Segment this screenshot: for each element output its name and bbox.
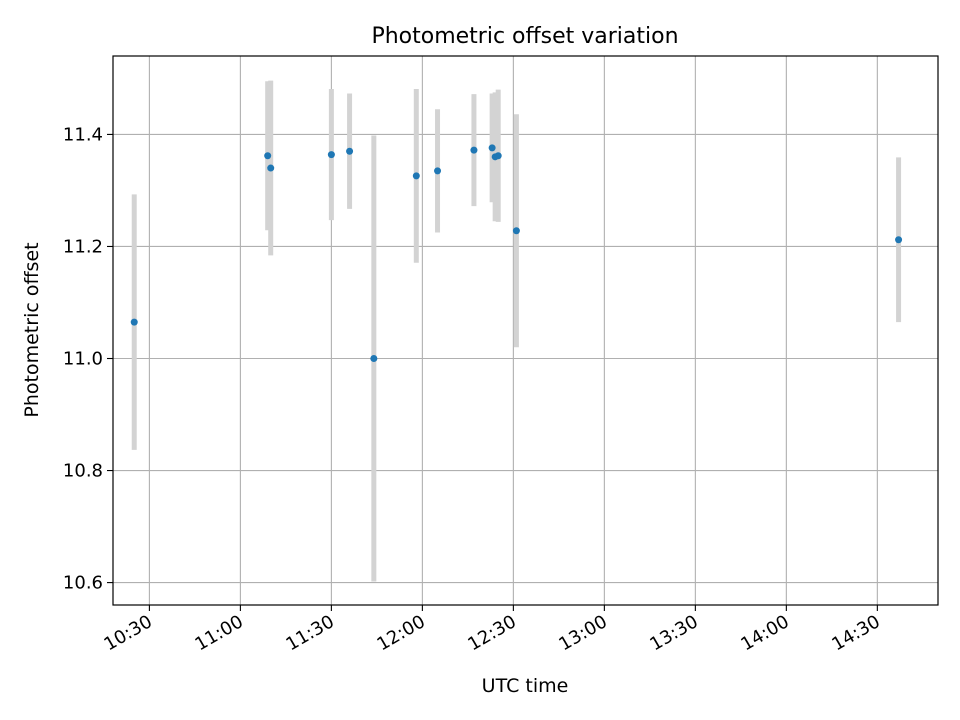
y-tick-label: 11.0 bbox=[63, 349, 103, 370]
data-points bbox=[130, 144, 903, 363]
x-axis-label: UTC time bbox=[482, 675, 569, 697]
data-point bbox=[327, 151, 335, 159]
y-tick-label: 11.2 bbox=[63, 236, 103, 257]
data-point bbox=[370, 355, 378, 363]
data-point bbox=[512, 227, 520, 235]
y-axis-label: Photometric offset bbox=[21, 242, 43, 417]
data-point bbox=[264, 152, 272, 160]
data-point bbox=[130, 318, 138, 326]
data-point bbox=[412, 172, 420, 180]
data-point bbox=[470, 146, 478, 154]
data-point bbox=[434, 167, 442, 175]
data-point bbox=[488, 144, 496, 152]
data-point bbox=[895, 236, 903, 244]
y-axis-ticks: 10.6 10.8 11.0 11.2 11.4 bbox=[63, 124, 113, 594]
chart-title: Photometric offset variation bbox=[371, 24, 678, 49]
data-point bbox=[346, 147, 354, 155]
plot-frame bbox=[112, 55, 939, 606]
y-tick-label: 11.4 bbox=[63, 124, 103, 145]
y-tick-label: 10.6 bbox=[63, 573, 103, 594]
y-tick-label: 10.8 bbox=[63, 461, 103, 482]
data-point bbox=[267, 164, 275, 172]
data-point bbox=[494, 152, 502, 160]
